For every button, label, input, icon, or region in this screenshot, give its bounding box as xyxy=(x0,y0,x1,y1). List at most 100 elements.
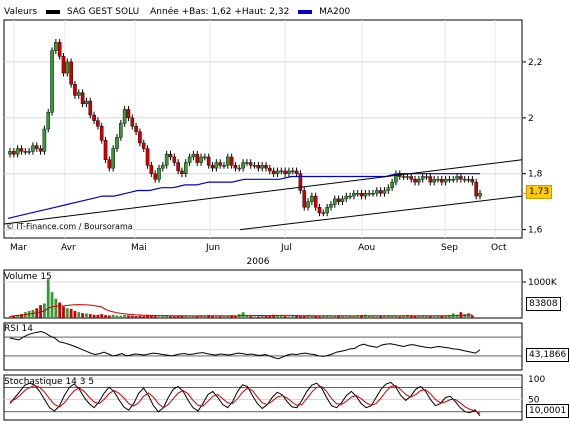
x-tick-label: Aou xyxy=(358,243,375,253)
candle-body xyxy=(218,162,222,166)
y-tick-label: 2 xyxy=(528,114,534,124)
candle-body xyxy=(115,137,119,149)
candle-body xyxy=(268,167,272,172)
volume-bar xyxy=(337,315,341,318)
volume-bar xyxy=(325,316,329,318)
volume-bar xyxy=(283,316,287,318)
volume-bar xyxy=(348,316,352,318)
x-tick-label: Jun xyxy=(205,243,220,253)
volume-bar xyxy=(260,315,264,318)
volume-bar xyxy=(153,316,157,318)
volume-bar xyxy=(134,316,138,318)
volume-bar xyxy=(184,316,188,318)
volume-bar xyxy=(352,315,356,318)
candle-body xyxy=(325,207,329,214)
volume-bar xyxy=(463,314,467,318)
volume-bar xyxy=(50,292,54,318)
volume-bar xyxy=(405,315,409,318)
candle-body xyxy=(245,162,249,164)
volume-bar xyxy=(299,316,302,318)
candle-body xyxy=(252,165,257,167)
stock-legend-swatch xyxy=(45,9,60,14)
volume-bar xyxy=(470,315,474,318)
volume-bar xyxy=(402,315,405,318)
candle-body xyxy=(34,145,39,149)
volume-bar xyxy=(65,308,69,318)
volume-bar xyxy=(81,313,85,318)
volume-bar xyxy=(367,315,371,318)
candle-body xyxy=(306,201,310,208)
ma-legend-swatch xyxy=(298,9,313,14)
candle-body xyxy=(428,176,433,183)
candle-body xyxy=(420,176,425,180)
candle-body xyxy=(103,139,108,160)
candle-body xyxy=(417,179,421,183)
candle-body xyxy=(229,156,234,166)
stoch-title: Stochastique 14 3 5 xyxy=(4,377,95,387)
candle-body xyxy=(313,195,318,208)
volume-bar xyxy=(46,279,50,318)
volume-bar xyxy=(88,314,92,318)
candle-body xyxy=(302,190,307,208)
volume-bar xyxy=(157,316,161,318)
volume-bar xyxy=(20,314,23,318)
x-tick-label: Jul xyxy=(280,243,292,253)
volume-bar xyxy=(58,302,62,318)
candle-body xyxy=(195,153,200,163)
volume-bar xyxy=(398,316,402,318)
volume-bar xyxy=(440,315,444,318)
candle-body xyxy=(439,179,444,183)
stoch-k-line xyxy=(9,381,481,417)
volume-bar xyxy=(119,315,123,318)
candle-body xyxy=(409,176,414,180)
candle-body xyxy=(12,151,16,155)
volume-bar xyxy=(371,316,375,318)
candle-body xyxy=(138,131,142,144)
volume-title: Volume 15 xyxy=(4,272,52,282)
volume-bar xyxy=(146,315,149,318)
candle-body xyxy=(447,179,452,181)
trendline xyxy=(239,195,523,231)
volume-bar xyxy=(363,314,367,318)
volume-bar xyxy=(226,315,230,318)
candle-body xyxy=(436,179,440,181)
candle-body xyxy=(206,156,211,166)
volume-bar xyxy=(111,314,115,318)
candle-body xyxy=(256,165,261,169)
candle-body xyxy=(19,148,24,152)
candle-body xyxy=(84,100,89,105)
stoch-d-line xyxy=(9,385,481,414)
volume-bar xyxy=(394,316,398,318)
candle-body xyxy=(153,173,158,180)
candle-body xyxy=(149,165,154,174)
volume-bar xyxy=(218,316,222,318)
y-tick-label: 1,8 xyxy=(528,170,543,180)
volume-bar xyxy=(314,316,318,318)
volume-bar xyxy=(276,315,279,318)
volume-bar xyxy=(12,315,16,318)
volume-bar xyxy=(383,315,386,318)
volume-bar xyxy=(127,315,130,318)
volume-bar xyxy=(409,316,413,318)
volume-bar xyxy=(195,315,199,318)
candle-body xyxy=(355,193,360,195)
ma-label: MA200 xyxy=(319,7,351,17)
candle-body xyxy=(183,162,188,174)
volume-bar xyxy=(31,309,35,318)
volume-bar xyxy=(115,315,119,318)
candle-body xyxy=(401,176,406,178)
candle-body xyxy=(283,170,287,174)
volume-bar xyxy=(360,315,363,318)
volume-bar xyxy=(341,316,344,318)
x-tick-label: Sep xyxy=(441,243,458,253)
candle-body xyxy=(474,181,478,197)
candle-body xyxy=(54,42,58,51)
candle-body xyxy=(141,142,146,149)
candle-body xyxy=(222,165,226,167)
candle-body xyxy=(321,212,326,215)
volume-bar xyxy=(310,315,314,318)
candle-body xyxy=(279,170,284,173)
candle-body xyxy=(275,170,280,174)
